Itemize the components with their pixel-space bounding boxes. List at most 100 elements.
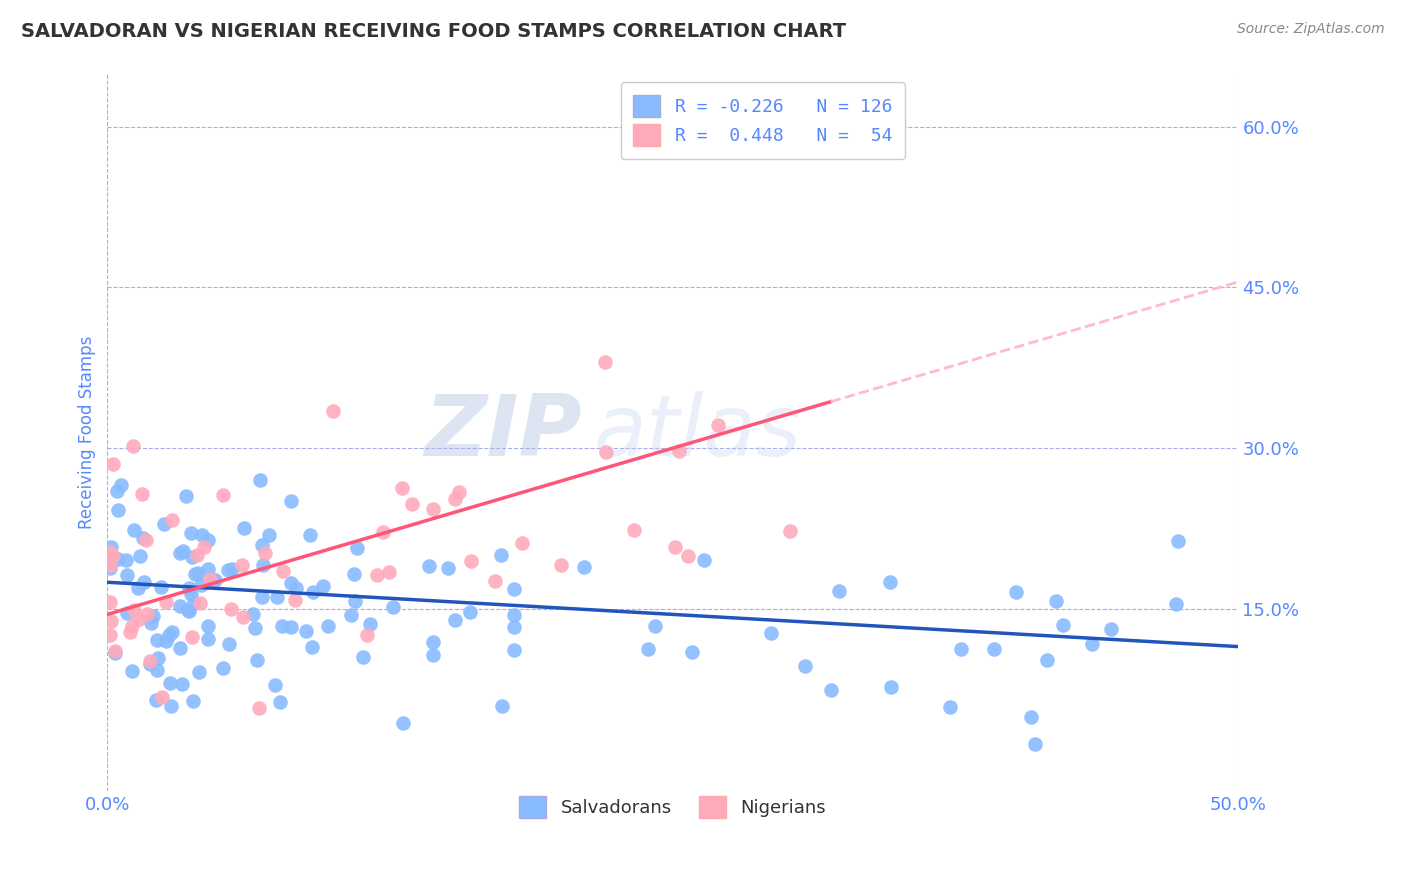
Point: [343, 567, 366, 582]
Point: [271, 564, 294, 578]
Point: [135, 533, 157, 547]
Point: [180, 587, 202, 601]
Point: [217, 563, 239, 577]
Point: [339, 608, 361, 623]
Point: [422, 501, 444, 516]
Point: [939, 700, 962, 714]
Point: [170, 677, 193, 691]
Point: [489, 548, 512, 562]
Point: [252, 558, 274, 572]
Point: [280, 494, 302, 508]
Point: [193, 541, 215, 555]
Point: [197, 533, 219, 547]
Point: [668, 444, 690, 458]
Point: [187, 665, 209, 680]
Point: [187, 566, 209, 581]
Point: [437, 561, 460, 575]
Point: [284, 581, 307, 595]
Point: [880, 680, 903, 694]
Point: [100, 614, 122, 628]
Point: [443, 614, 465, 628]
Point: [449, 484, 471, 499]
Point: [250, 537, 273, 551]
Point: [98, 628, 121, 642]
Point: [1052, 618, 1074, 632]
Point: [759, 626, 782, 640]
Text: SALVADORAN VS NIGERIAN RECEIVING FOOD STAMPS CORRELATION CHART: SALVADORAN VS NIGERIAN RECEIVING FOOD ST…: [21, 22, 846, 41]
Point: [1167, 533, 1189, 548]
Point: [794, 659, 817, 673]
Point: [246, 653, 269, 667]
Point: [295, 624, 318, 638]
Point: [1019, 709, 1042, 723]
Point: [503, 582, 526, 597]
Point: [104, 646, 127, 660]
Point: [153, 516, 176, 531]
Point: [149, 580, 172, 594]
Point: [197, 562, 219, 576]
Point: [366, 568, 388, 582]
Point: [827, 583, 849, 598]
Point: [1099, 622, 1122, 636]
Point: [253, 546, 276, 560]
Point: [105, 484, 128, 499]
Point: [1081, 637, 1104, 651]
Point: [107, 552, 129, 566]
Point: [139, 657, 162, 672]
Point: [159, 675, 181, 690]
Point: [179, 604, 201, 618]
Point: [177, 581, 200, 595]
Point: [401, 497, 423, 511]
Point: [121, 619, 143, 633]
Point: [460, 606, 482, 620]
Point: [128, 612, 150, 626]
Point: [122, 439, 145, 453]
Point: [197, 632, 219, 646]
Point: [1005, 584, 1028, 599]
Point: [138, 654, 160, 668]
Point: [231, 558, 253, 573]
Point: [98, 558, 121, 572]
Point: [664, 540, 686, 554]
Point: [181, 630, 204, 644]
Point: [283, 592, 305, 607]
Point: [211, 661, 233, 675]
Point: [169, 599, 191, 613]
Point: [145, 693, 167, 707]
Point: [232, 521, 254, 535]
Point: [983, 642, 1005, 657]
Point: [418, 559, 440, 574]
Point: [280, 620, 302, 634]
Point: [344, 594, 367, 608]
Point: [204, 573, 226, 587]
Point: [1164, 597, 1187, 611]
Point: [301, 640, 323, 655]
Point: [146, 633, 169, 648]
Point: [879, 574, 901, 589]
Point: [212, 487, 235, 501]
Point: [359, 617, 381, 632]
Point: [136, 607, 159, 622]
Point: [103, 549, 125, 564]
Point: [312, 579, 335, 593]
Point: [118, 625, 141, 640]
Point: [127, 581, 149, 595]
Point: [1036, 653, 1059, 667]
Point: [391, 481, 413, 495]
Point: [169, 546, 191, 560]
Point: [132, 531, 155, 545]
Point: [184, 566, 207, 581]
Point: [950, 641, 973, 656]
Point: [460, 554, 482, 568]
Point: [681, 645, 703, 659]
Point: [550, 558, 572, 572]
Text: atlas: atlas: [593, 391, 801, 474]
Point: [117, 568, 139, 582]
Point: [232, 610, 254, 624]
Point: [180, 526, 202, 541]
Point: [110, 478, 132, 492]
Point: [316, 619, 339, 633]
Point: [180, 550, 202, 565]
Point: [115, 553, 138, 567]
Point: [142, 609, 165, 624]
